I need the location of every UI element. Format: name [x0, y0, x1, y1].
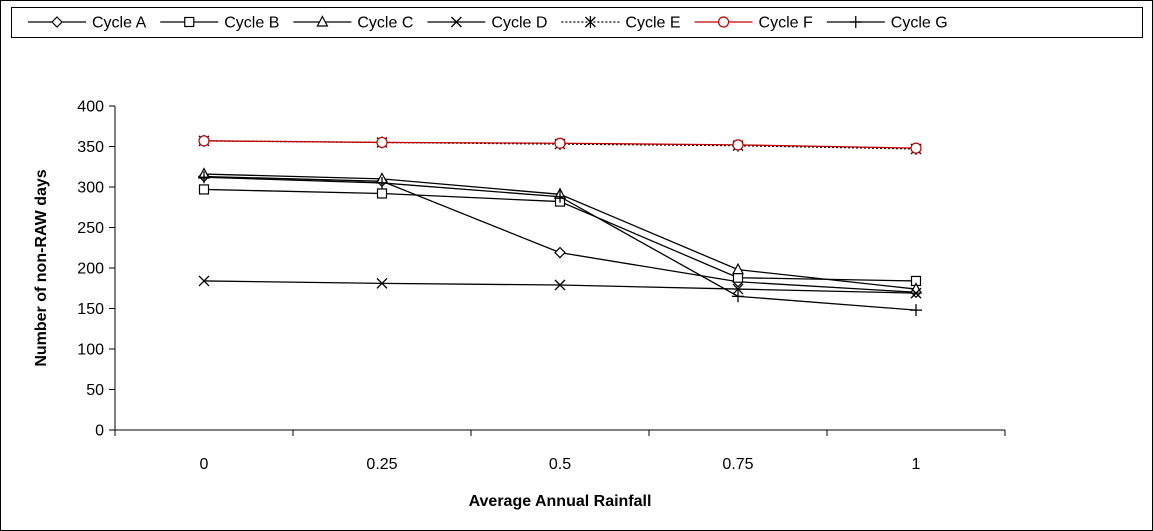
y-tick-label: 100 [77, 342, 104, 359]
marker-shape [376, 188, 388, 199]
data-point [198, 171, 210, 184]
data-point [732, 262, 744, 275]
marker-shape [732, 272, 744, 283]
marker-stroke [910, 287, 922, 299]
marker-shape [554, 246, 566, 259]
marker-shape [184, 16, 195, 28]
y-tick-label: 50 [86, 382, 104, 399]
y-tick-label: 350 [77, 139, 104, 156]
data-point [376, 176, 388, 189]
legend-label: Cycle G [891, 15, 948, 32]
y-tick-label: 150 [77, 301, 104, 318]
data-point [376, 277, 388, 289]
marker-shape [316, 15, 329, 27]
legend: Cycle A Cycle B Cycle C Cycle D Cycle E Cycle… [28, 15, 948, 32]
data-point [732, 290, 744, 303]
marker-shape [51, 16, 63, 28]
y-tick-label: 0 [95, 423, 104, 440]
marker-shape [376, 136, 388, 149]
marker-stroke [450, 16, 462, 28]
marker-shape [732, 139, 744, 151]
data-point [554, 246, 566, 259]
legend-swatch-marker [316, 15, 329, 27]
y-tick-label: 300 [77, 180, 104, 197]
data-point [732, 272, 744, 283]
legend-item-cycle-g: Cycle G [826, 15, 948, 32]
data-point [198, 135, 210, 147]
legend-label: Cycle F [759, 15, 813, 32]
data-point [198, 184, 210, 195]
data-point [198, 275, 210, 287]
legend-swatch-marker [849, 16, 862, 28]
legend-item-cycle-d: Cycle D [427, 15, 547, 32]
legend-swatch-marker [184, 16, 195, 28]
x-tick-label: 0.25 [366, 456, 397, 473]
data-point [732, 283, 744, 295]
legend-swatch-marker [584, 16, 596, 28]
data-point [554, 190, 566, 203]
data-point [910, 142, 922, 154]
legend-label: Cycle D [491, 15, 547, 32]
x-tick-label: 0 [200, 456, 209, 473]
marker-stroke [554, 279, 566, 291]
series-layer [198, 134, 922, 317]
data-point [910, 287, 922, 299]
marker-shape [732, 262, 744, 275]
data-point [376, 136, 388, 149]
legend-item-cycle-b: Cycle B [160, 15, 279, 32]
data-point [554, 279, 566, 291]
legend-item-cycle-f: Cycle F [694, 15, 813, 32]
x-tick-label: 1 [912, 456, 921, 473]
marker-stroke [732, 283, 744, 295]
x-axis-title: Average Annual Rainfall [469, 493, 652, 510]
marker-shape [554, 137, 566, 149]
legend-label: Cycle A [92, 15, 147, 32]
legend-item-cycle-a: Cycle A [28, 15, 147, 32]
data-point [910, 304, 922, 317]
legend-label: Cycle B [224, 15, 279, 32]
data-point [376, 188, 388, 199]
marker-shape [910, 142, 922, 154]
y-tick-label: 200 [77, 261, 104, 278]
legend-label: Cycle C [357, 15, 413, 32]
marker-shape [717, 16, 730, 28]
axes: 0 50 100 150 200 250 300 350 400 0 0.25 0.5 0.75 1 [77, 99, 1006, 473]
series-cycle-g [198, 171, 922, 317]
marker-shape [198, 135, 210, 147]
marker-stroke [198, 275, 210, 287]
data-point [732, 139, 744, 151]
marker-stroke [376, 277, 388, 289]
y-axis-title: Number of non-RAW days [33, 169, 50, 366]
legend-label: Cycle E [625, 15, 680, 32]
x-tick-label: 0.75 [722, 456, 753, 473]
legend-item-cycle-c: Cycle C [293, 15, 413, 32]
legend-item-cycle-e: Cycle E [561, 15, 681, 32]
y-tick-label: 250 [77, 220, 104, 237]
legend-swatch-marker [717, 16, 730, 28]
legend-swatch-marker [51, 16, 63, 28]
y-tick-label: 400 [77, 99, 104, 116]
series-cycle-f [198, 135, 922, 154]
legend-swatch-marker [450, 16, 462, 28]
data-point [554, 137, 566, 149]
series-cycle-d [198, 275, 922, 299]
marker-shape [198, 184, 210, 195]
x-tick-label: 0.5 [549, 456, 571, 473]
